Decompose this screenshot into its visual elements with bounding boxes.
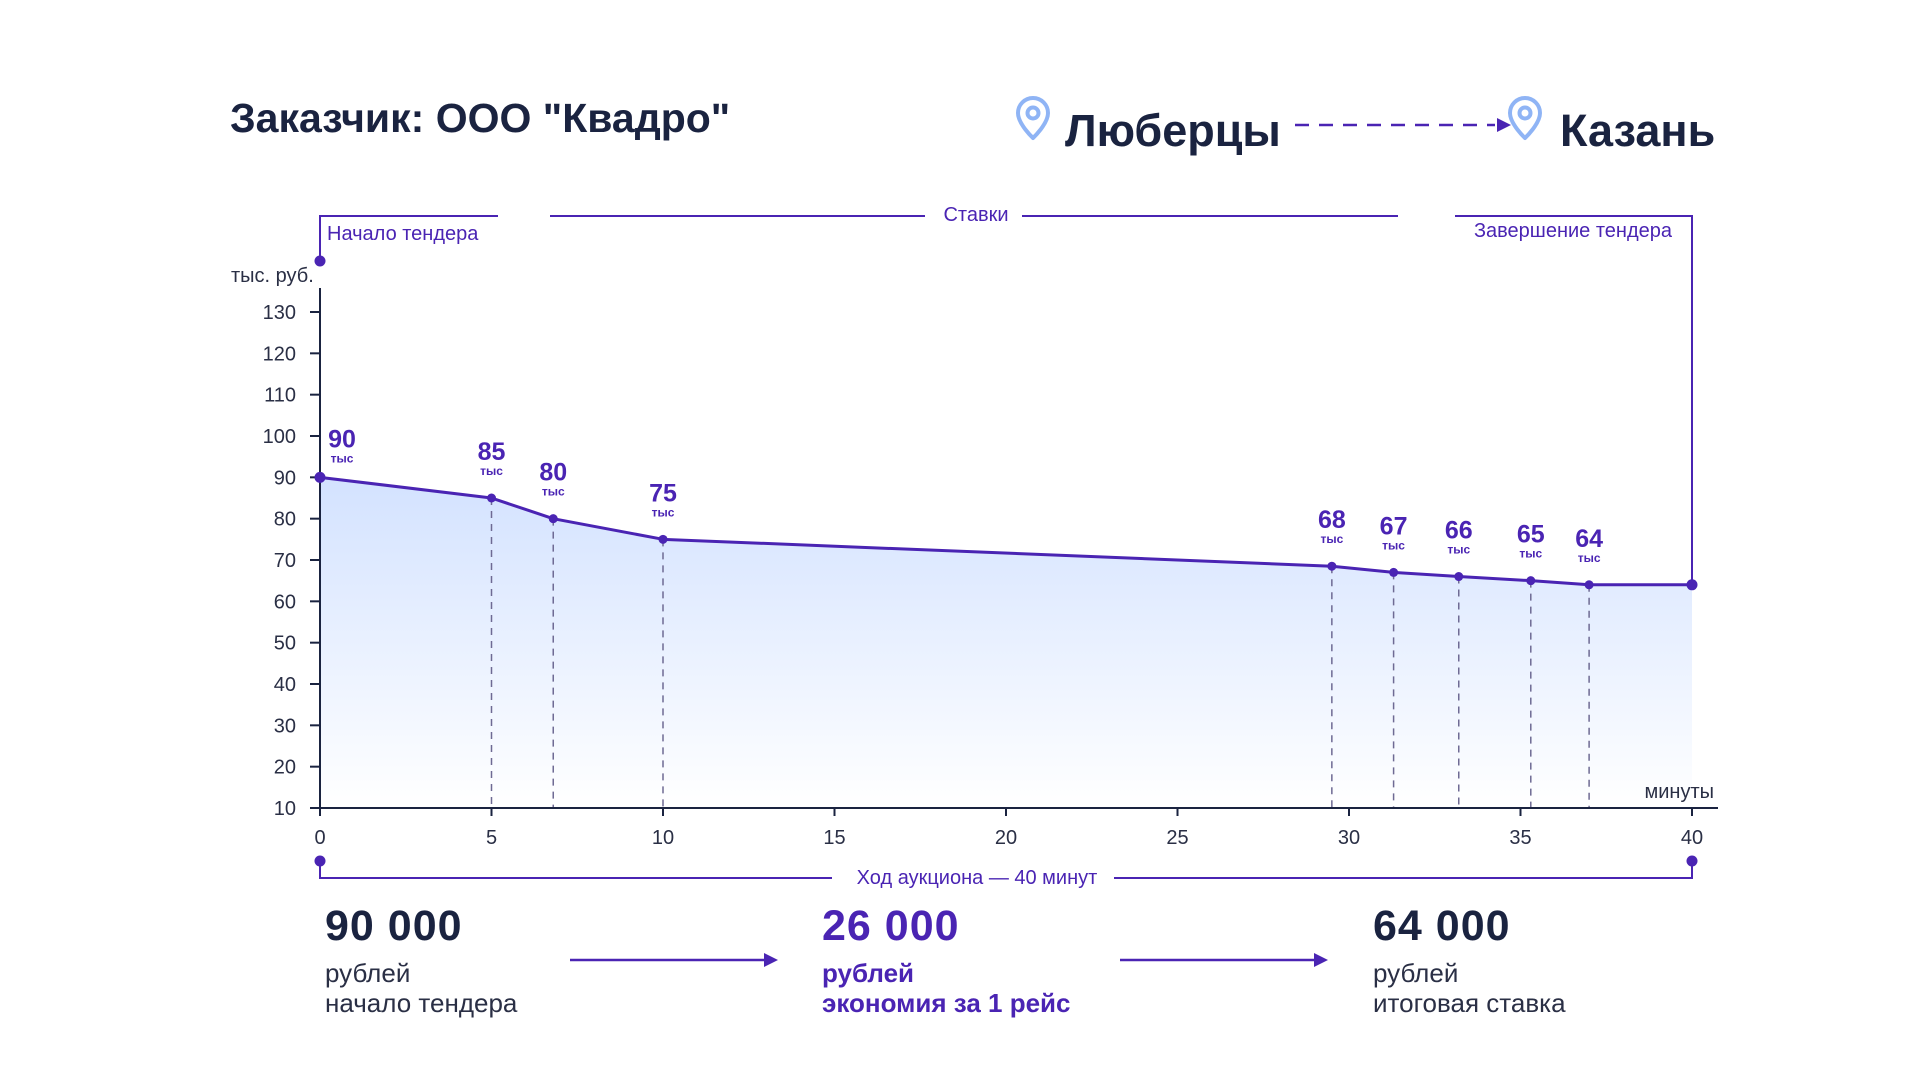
stat-final: 64 000 рублей итоговая ставка	[1373, 902, 1566, 1019]
y-axis-title: тыс. руб.	[231, 265, 314, 287]
x-tick-label: 10	[652, 827, 674, 849]
x-tick-label: 40	[1681, 827, 1703, 849]
bid-series-line	[319, 475, 1692, 587]
bid-value-label: 66	[1445, 517, 1473, 545]
chart-title: Ставки	[943, 204, 1008, 226]
stat-savings-value: 26 000	[822, 902, 960, 950]
bid-value-label: 67	[1380, 512, 1408, 540]
y-tick-label: 110	[264, 385, 296, 407]
bid-value-label: 90	[328, 425, 356, 453]
route-from-city: Люберцы	[1065, 105, 1281, 156]
stat-savings-desc: экономия за 1 рейс	[822, 988, 1071, 1018]
bid-value-label: 64	[1575, 525, 1603, 553]
x-tick-label: 20	[995, 827, 1017, 849]
bid-unit-label: тыс	[1320, 532, 1343, 546]
bid-point	[1327, 561, 1337, 571]
y-tick-label: 120	[263, 343, 296, 365]
route-arrow-icon	[1295, 118, 1511, 132]
bid-point	[487, 493, 496, 503]
route: Люберцы Казань	[1015, 95, 1715, 165]
bid-point	[658, 534, 668, 544]
bid-unit-label: тыс	[1447, 543, 1470, 557]
y-tick-label: 10	[274, 798, 296, 820]
bid-value-label: 65	[1517, 521, 1545, 549]
start-bracket-dot	[314, 255, 326, 267]
stat-savings-unit: рублей	[822, 958, 915, 988]
x-tick-label: 15	[823, 827, 845, 849]
bid-unit-label: тыс	[331, 451, 354, 465]
bid-unit-label: тыс	[1578, 551, 1601, 565]
bid-value-label: 85	[478, 438, 506, 466]
bid-point	[1584, 580, 1594, 590]
y-tick-label: 130	[263, 302, 296, 324]
bid-point	[1454, 572, 1464, 582]
bid-value-label: 75	[649, 479, 677, 507]
bid-unit-label: тыс	[652, 505, 675, 519]
chart-area-fill	[320, 477, 1692, 808]
y-tick-label: 80	[274, 509, 296, 531]
location-pin-icon	[1016, 96, 1050, 140]
x-tick-label: 5	[486, 827, 497, 849]
bid-value-label: 80	[539, 459, 567, 487]
stats-row: 90 000 рублей начало тендера 26 000 рубл…	[0, 905, 1920, 1055]
duration-bracket-right	[1114, 861, 1693, 879]
stat-start-value: 90 000	[325, 902, 463, 950]
y-tick-label: 30	[274, 715, 296, 737]
stat-savings: 26 000 рублей экономия за 1 рейс	[822, 902, 1071, 1019]
x-tick-label: 0	[314, 827, 325, 849]
bid-value-label: 68	[1318, 506, 1346, 534]
bid-unit-label: тыс	[1519, 547, 1542, 561]
y-tick-label: 50	[274, 633, 296, 655]
y-tick-label: 40	[274, 674, 296, 696]
bid-point	[1526, 576, 1536, 586]
stat-start: 90 000 рублей начало тендера	[325, 902, 518, 1019]
stat-final-desc: итоговая ставка	[1373, 988, 1566, 1018]
bid-point	[1389, 567, 1399, 577]
x-tick-label: 25	[1166, 827, 1188, 849]
end-label: Завершение тендера	[1474, 220, 1673, 242]
y-tick-label: 70	[274, 550, 296, 572]
location-pin-icon	[1508, 96, 1542, 140]
bid-point	[314, 471, 326, 483]
arrow-right-icon	[570, 953, 778, 967]
x-tick-label: 30	[1338, 827, 1360, 849]
bid-unit-label: тыс	[542, 485, 565, 499]
stat-final-unit: рублей	[1373, 958, 1459, 988]
duration-bracket-left	[319, 861, 832, 879]
y-tick-label: 20	[274, 757, 296, 779]
y-tick-label: 60	[274, 591, 296, 613]
duration-label: Ход аукциона — 40 минут	[857, 867, 1098, 889]
customer-title: Заказчик: ООО "Квадро"	[230, 95, 731, 141]
bid-point	[548, 514, 558, 524]
x-tick-label: 35	[1509, 827, 1531, 849]
stat-start-desc: начало тендера	[325, 988, 518, 1018]
y-tick-label: 100	[263, 426, 296, 448]
stat-start-unit: рублей	[325, 958, 411, 988]
bid-chart: 10 20 30 40 50 60 70 80 90 100 110 120 130 0 5 10 15 20 25…	[231, 204, 1718, 889]
y-tick-label: 90	[274, 467, 296, 489]
stat-final-value: 64 000	[1373, 902, 1511, 950]
x-axis-title: минуты	[1644, 781, 1714, 803]
route-to-city: Казань	[1560, 105, 1716, 156]
end-bracket-line	[1455, 215, 1693, 585]
bid-unit-label: тыс	[1382, 538, 1405, 552]
bid-unit-label: тыс	[480, 464, 503, 478]
arrow-right-icon	[1120, 953, 1328, 967]
start-label: Начало тендера	[327, 223, 479, 245]
start-bracket-line	[319, 215, 498, 263]
